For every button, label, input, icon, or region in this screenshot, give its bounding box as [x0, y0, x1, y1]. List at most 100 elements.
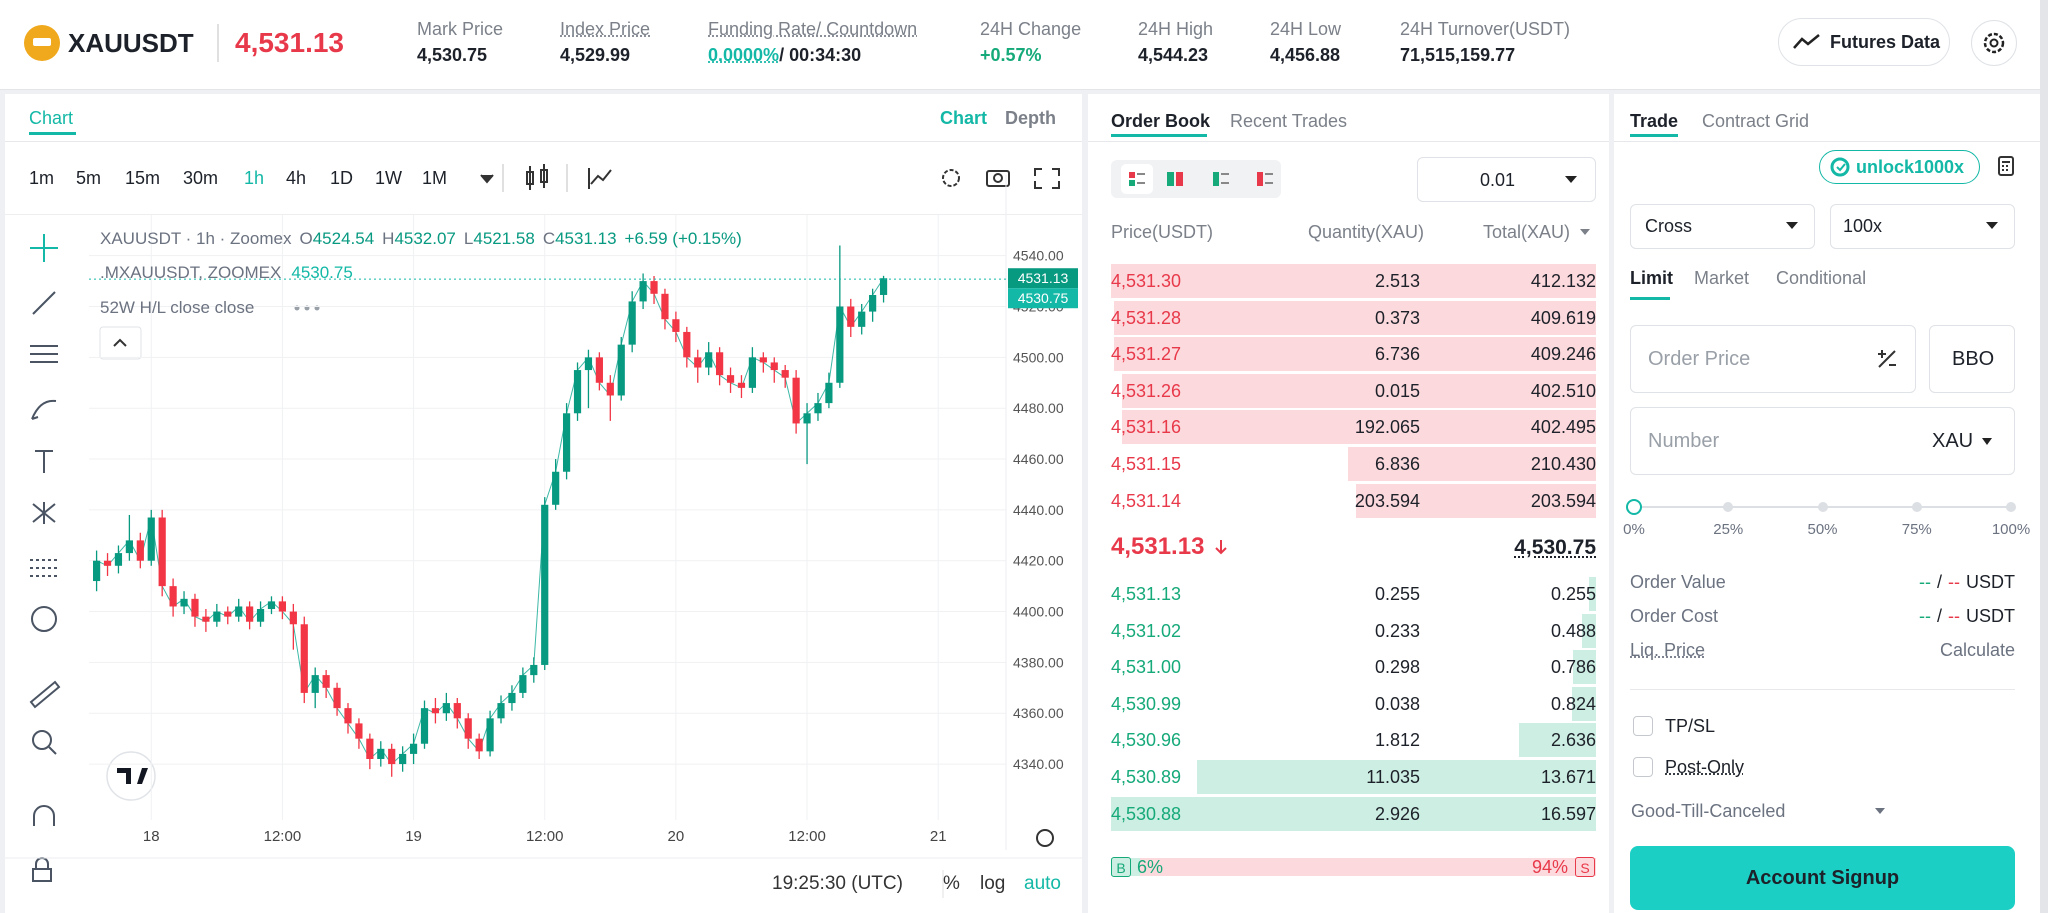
- line-tool[interactable]: [32, 291, 56, 315]
- chart-tab[interactable]: Chart: [29, 108, 74, 128]
- slider-handle[interactable]: [1626, 499, 1642, 515]
- magnet-tool[interactable]: [33, 805, 55, 826]
- checkbox[interactable]: [1633, 757, 1653, 777]
- layout-both[interactable]: [1129, 172, 1145, 186]
- prediction-tool[interactable]: [30, 559, 58, 577]
- layout-asks[interactable]: [1257, 172, 1273, 186]
- book-price[interactable]: 4,530.96: [1111, 730, 1182, 751]
- interval[interactable]: 1W: [375, 168, 402, 188]
- tpsl-label[interactable]: TP/SL: [1665, 716, 1716, 736]
- view-tab[interactable]: Depth: [1005, 108, 1056, 128]
- signup-button[interactable]: [1630, 846, 2015, 910]
- zoom-tool[interactable]: [32, 730, 52, 750]
- number-placeholder[interactable]: Number: [1648, 430, 1720, 452]
- candle-body: [650, 281, 658, 294]
- interval[interactable]: 1D: [330, 168, 354, 188]
- recent-trades-tab[interactable]: Recent Trades: [1230, 111, 1348, 131]
- interval[interactable]: 15m: [125, 168, 161, 188]
- book-price[interactable]: 4,530.99: [1111, 693, 1182, 714]
- book-price[interactable]: 4,531.13: [1111, 584, 1182, 604]
- scale-log[interactable]: log: [980, 873, 1006, 894]
- price-input[interactable]: [1630, 325, 1916, 393]
- book-price[interactable]: 4,530.88: [1111, 803, 1182, 824]
- text-tool[interactable]: [35, 450, 53, 473]
- bbo-button[interactable]: [1929, 325, 2015, 393]
- collapse-button[interactable]: [99, 326, 142, 360]
- interval[interactable]: 1m: [29, 168, 55, 188]
- y-tick-label: 4460.00: [1013, 451, 1064, 467]
- candle-body: [825, 382, 833, 404]
- price-placeholder[interactable]: Order Price: [1648, 348, 1751, 370]
- book-total: 16.597: [1540, 803, 1596, 824]
- interval[interactable]: 1h: [244, 168, 265, 188]
- camera-icon[interactable]: [986, 170, 1010, 187]
- layout-bids[interactable]: [1213, 172, 1229, 186]
- interval[interactable]: 30m: [183, 168, 219, 188]
- futures-data-label[interactable]: Futures Data: [1830, 32, 1941, 52]
- tick-size[interactable]: 0.01: [1480, 170, 1516, 190]
- column-total[interactable]: Total(XAU): [1482, 222, 1570, 242]
- book-price[interactable]: 4,531.27: [1111, 344, 1182, 365]
- slider-stop[interactable]: [2006, 502, 2016, 512]
- plus-minus-icon[interactable]: [1875, 347, 1899, 371]
- number-input[interactable]: [1630, 407, 2015, 475]
- pattern-tool[interactable]: [32, 502, 56, 524]
- signup-label[interactable]: Account Signup: [1745, 867, 1900, 889]
- slider-stop[interactable]: [1817, 502, 1828, 512]
- calculator-icon[interactable]: [1997, 155, 2015, 177]
- book-price[interactable]: 4,531.16: [1111, 417, 1182, 438]
- slider-stop[interactable]: [1911, 502, 1922, 512]
- book-price[interactable]: 4,531.00: [1111, 657, 1182, 678]
- lock-tool[interactable]: [32, 868, 52, 882]
- book-price[interactable]: 4,531.15: [1111, 454, 1182, 474]
- time-in-force[interactable]: Good-Till-Canceled: [1631, 801, 1786, 821]
- contract-grid-tab[interactable]: Contract Grid: [1702, 111, 1810, 131]
- margin-mode-dropdown[interactable]: [1630, 204, 1815, 249]
- book-price[interactable]: 4,531.02: [1111, 620, 1182, 641]
- settings-icon[interactable]: [942, 169, 960, 187]
- trade-tab[interactable]: Trade: [1630, 111, 1679, 131]
- book-price[interactable]: 4,530.89: [1111, 767, 1182, 787]
- unit-selector[interactable]: XAU: [1932, 430, 1974, 452]
- emoji-tool[interactable]: [31, 606, 57, 632]
- leverage-dropdown[interactable]: [1830, 204, 2015, 249]
- promo-pill[interactable]: [1819, 150, 1980, 184]
- goto-icon[interactable]: [1036, 829, 1054, 847]
- interval[interactable]: 4h: [286, 168, 307, 188]
- book-price[interactable]: 4,531.14: [1111, 490, 1182, 511]
- candle-type-icon[interactable]: [526, 164, 548, 190]
- order-type[interactable]: Conditional: [1776, 268, 1867, 288]
- order-type[interactable]: Limit: [1630, 268, 1673, 288]
- brush-tool[interactable]: [31, 399, 57, 420]
- bbo-label[interactable]: BBO: [1952, 348, 1995, 370]
- post-only-label[interactable]: Post-Only: [1665, 757, 1745, 777]
- scale-percent[interactable]: %: [943, 873, 960, 894]
- margin-mode[interactable]: Cross: [1645, 216, 1693, 236]
- fullscreen-icon[interactable]: [1034, 168, 1060, 189]
- order-type[interactable]: Market: [1694, 268, 1750, 288]
- interval[interactable]: 1M: [422, 168, 448, 188]
- scale-auto[interactable]: auto: [1024, 873, 1061, 894]
- slider-stop[interactable]: [1723, 502, 1734, 512]
- leverage[interactable]: 100x: [1843, 216, 1883, 236]
- settings-button[interactable]: [1971, 20, 2017, 66]
- checkbox[interactable]: [1633, 716, 1653, 736]
- info-value[interactable]: Calculate: [1940, 639, 2015, 661]
- book-quantity: 11.035: [1366, 767, 1420, 787]
- book-price[interactable]: 4,531.26: [1111, 380, 1182, 401]
- candle-body: [136, 540, 144, 561]
- symbol[interactable]: XAUUSDT: [68, 28, 194, 58]
- crosshair-tool[interactable]: [30, 234, 58, 262]
- layout-split[interactable]: [1167, 172, 1183, 186]
- book-price[interactable]: 4,531.30: [1111, 271, 1182, 291]
- lines-tool[interactable]: [30, 345, 58, 363]
- view-tab[interactable]: Chart: [940, 108, 988, 128]
- book-price[interactable]: 4,531.28: [1111, 307, 1182, 328]
- order-book-tab[interactable]: Order Book: [1111, 111, 1211, 131]
- sell-ratio-label: S: [1575, 857, 1595, 877]
- promo-text[interactable]: unlock1000x: [1856, 157, 1965, 177]
- ruler-tool[interactable]: [29, 680, 61, 709]
- indicator-icon[interactable]: [590, 169, 612, 185]
- interval[interactable]: 5m: [76, 168, 102, 188]
- interval-dropdown[interactable]: [480, 174, 494, 184]
